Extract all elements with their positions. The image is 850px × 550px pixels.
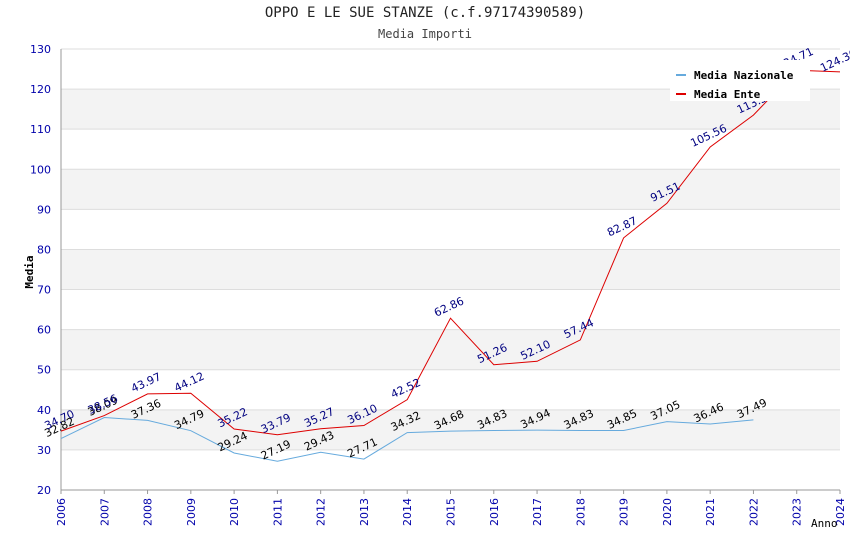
- y-axis-ticks: 20 30 40 50 60 70 80 90 100 110 120 130: [30, 43, 51, 497]
- x-axis-ticks: 2006 2007 2008 2009 2010 2011 2012 2013 2014 2015…: [55, 490, 847, 526]
- grid-band: [61, 329, 840, 370]
- x-tick-label: 2024: [834, 498, 847, 526]
- legend-box: [670, 60, 810, 101]
- x-tick-label: 2021: [704, 498, 717, 526]
- y-tick-label: 120: [30, 83, 51, 96]
- grid-bands: [61, 89, 840, 450]
- x-tick-label: 2008: [142, 498, 155, 526]
- x-tick-label: 2019: [618, 498, 631, 526]
- x-tick-label: 2022: [747, 498, 760, 526]
- y-tick-label: 60: [37, 324, 51, 337]
- grid-band: [61, 169, 840, 210]
- grid-band: [61, 249, 840, 290]
- x-tick-label: 2015: [445, 498, 458, 526]
- data-label: 43.97: [129, 370, 163, 395]
- legend-label: Media Nazionale: [694, 69, 794, 82]
- y-tick-label: 30: [37, 444, 51, 457]
- x-tick-label: 2017: [531, 498, 544, 526]
- x-tick-label: 2020: [661, 498, 674, 526]
- series-lines: [60, 69, 841, 462]
- chart-title: OPPO E LE SUE STANZE (c.f.97174390589): [264, 5, 586, 21]
- data-label: 42.52: [389, 376, 423, 401]
- y-tick-label: 40: [37, 404, 51, 417]
- data-label: 62.86: [432, 294, 466, 319]
- x-tick-label: 2012: [315, 498, 328, 526]
- y-tick-label: 90: [37, 203, 51, 216]
- y-tick-label: 70: [37, 284, 51, 297]
- data-label: 124.30: [818, 47, 850, 75]
- y-tick-label: 50: [37, 364, 51, 377]
- x-tick-label: 2018: [574, 498, 587, 526]
- series-line: [60, 416, 754, 462]
- y-tick-label: 110: [30, 123, 51, 136]
- data-label: 82.87: [605, 214, 639, 239]
- legend: Media Nazionale Media Ente: [670, 60, 810, 101]
- x-axis-label: Anno: [811, 517, 838, 530]
- data-label: 44.12: [172, 370, 206, 395]
- x-tick-label: 2006: [55, 498, 68, 526]
- y-tick-label: 80: [37, 243, 51, 256]
- x-tick-label: 2007: [98, 498, 111, 526]
- chart-subtitle: Media Importi: [378, 27, 472, 41]
- y-tick-label: 100: [30, 163, 51, 176]
- x-tick-label: 2014: [401, 498, 414, 526]
- grid-band: [61, 409, 840, 450]
- legend-label: Media Ente: [694, 88, 761, 101]
- x-tick-label: 2016: [488, 498, 501, 526]
- x-tick-label: 2009: [185, 498, 198, 526]
- series-line: [60, 69, 841, 436]
- x-tick-label: 2011: [271, 498, 284, 526]
- y-axis-label: Media: [23, 255, 36, 288]
- x-tick-label: 2013: [358, 498, 371, 526]
- y-tick-label: 20: [37, 484, 51, 497]
- x-tick-label: 2010: [228, 498, 241, 526]
- y-tick-label: 130: [30, 43, 51, 56]
- x-tick-label: 2023: [791, 498, 804, 526]
